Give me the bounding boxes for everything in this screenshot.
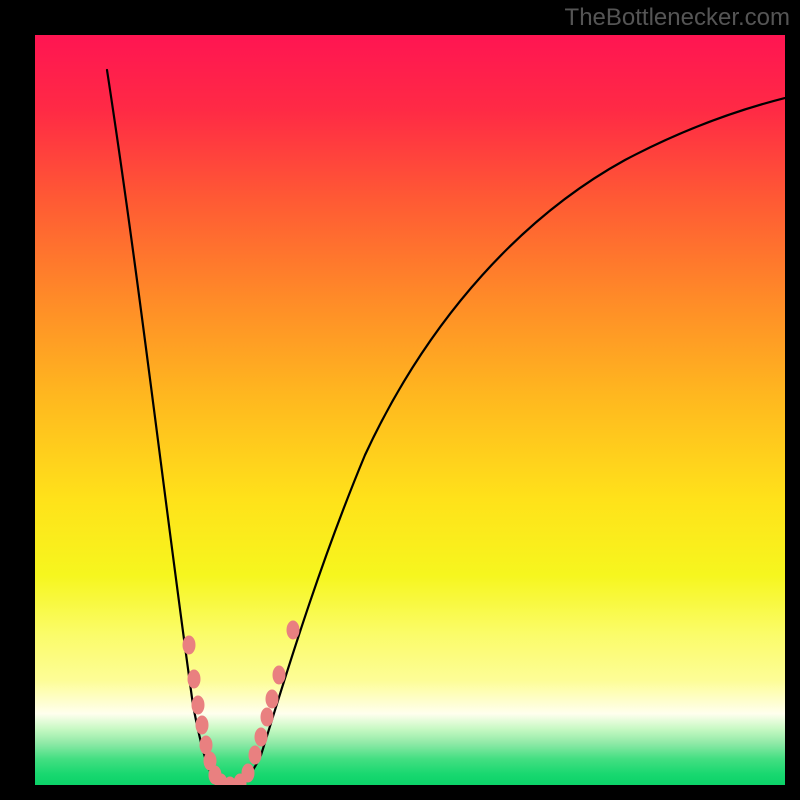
curve-left <box>107 70 230 785</box>
plot-area <box>35 35 785 785</box>
watermark-text: TheBottlenecker.com <box>565 4 790 32</box>
data-marker <box>249 746 261 764</box>
data-marker <box>188 670 200 688</box>
data-marker <box>261 708 273 726</box>
chart-canvas: TheBottlenecker.com <box>0 0 800 800</box>
data-marker <box>192 696 204 714</box>
data-marker <box>242 764 254 782</box>
data-marker <box>273 666 285 684</box>
data-marker <box>196 716 208 734</box>
curve-right <box>230 90 785 785</box>
data-marker <box>255 728 267 746</box>
data-marker <box>266 690 278 708</box>
data-marker <box>287 621 299 639</box>
data-marker <box>200 736 212 754</box>
data-marker <box>183 636 195 654</box>
curve-overlay <box>35 35 785 785</box>
